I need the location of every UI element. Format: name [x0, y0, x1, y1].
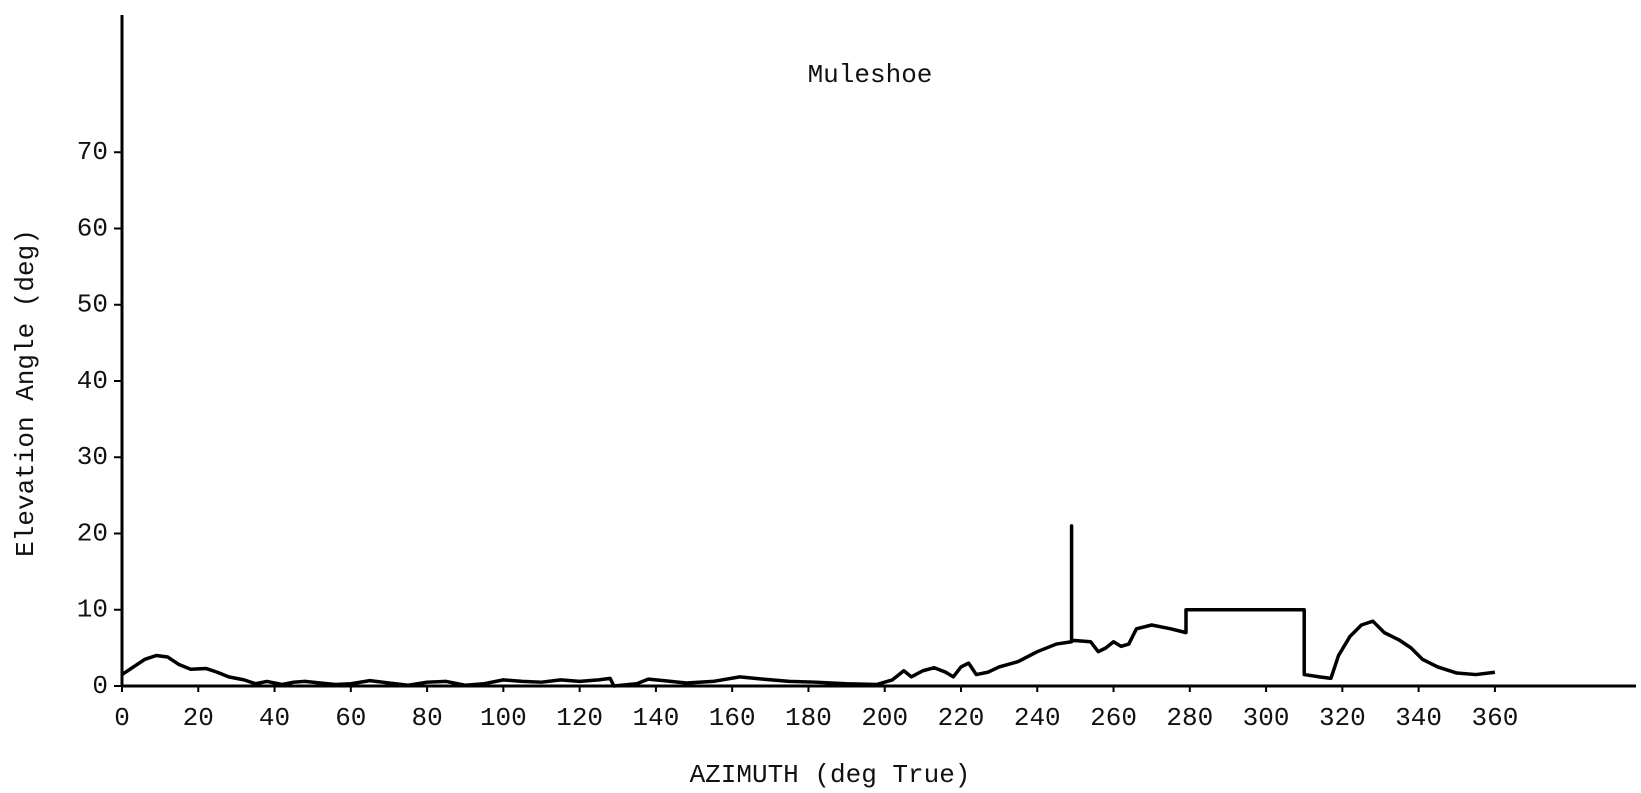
- y-tick-label: 0: [92, 671, 108, 701]
- x-tick-label: 0: [114, 703, 130, 733]
- y-tick-label: 60: [77, 213, 108, 243]
- x-tick-label: 300: [1243, 703, 1290, 733]
- x-tick-label: 360: [1471, 703, 1518, 733]
- chart-title: Muleshoe: [808, 60, 933, 90]
- y-tick-label: 40: [77, 366, 108, 396]
- x-tick-label: 240: [1014, 703, 1061, 733]
- x-tick-label: 160: [709, 703, 756, 733]
- x-tick-label: 220: [938, 703, 985, 733]
- data-line: [121, 524, 1496, 688]
- x-tick-label: 140: [632, 703, 679, 733]
- x-tick-label: 40: [259, 703, 290, 733]
- x-tick-label: 60: [335, 703, 366, 733]
- x-tick-label: 340: [1395, 703, 1442, 733]
- x-axis-label: AZIMUTH (deg True): [690, 760, 971, 790]
- y-axis-label: Elevation Angle (deg): [11, 229, 41, 557]
- x-tick-label: 80: [411, 703, 442, 733]
- y-tick-label: 10: [77, 595, 108, 625]
- x-tick-label: 320: [1319, 703, 1366, 733]
- x-tick-label: 200: [861, 703, 908, 733]
- x-tick-label: 20: [183, 703, 214, 733]
- x-tick-label: 260: [1090, 703, 1137, 733]
- x-tick-label: 120: [556, 703, 603, 733]
- x-tick-label: 280: [1166, 703, 1213, 733]
- y-tick-label: 30: [77, 442, 108, 472]
- x-tick-label: 180: [785, 703, 832, 733]
- x-tick-label: 100: [480, 703, 527, 733]
- y-tick-label: 50: [77, 290, 108, 320]
- y-tick-label: 70: [77, 137, 108, 167]
- y-tick-label: 20: [77, 518, 108, 548]
